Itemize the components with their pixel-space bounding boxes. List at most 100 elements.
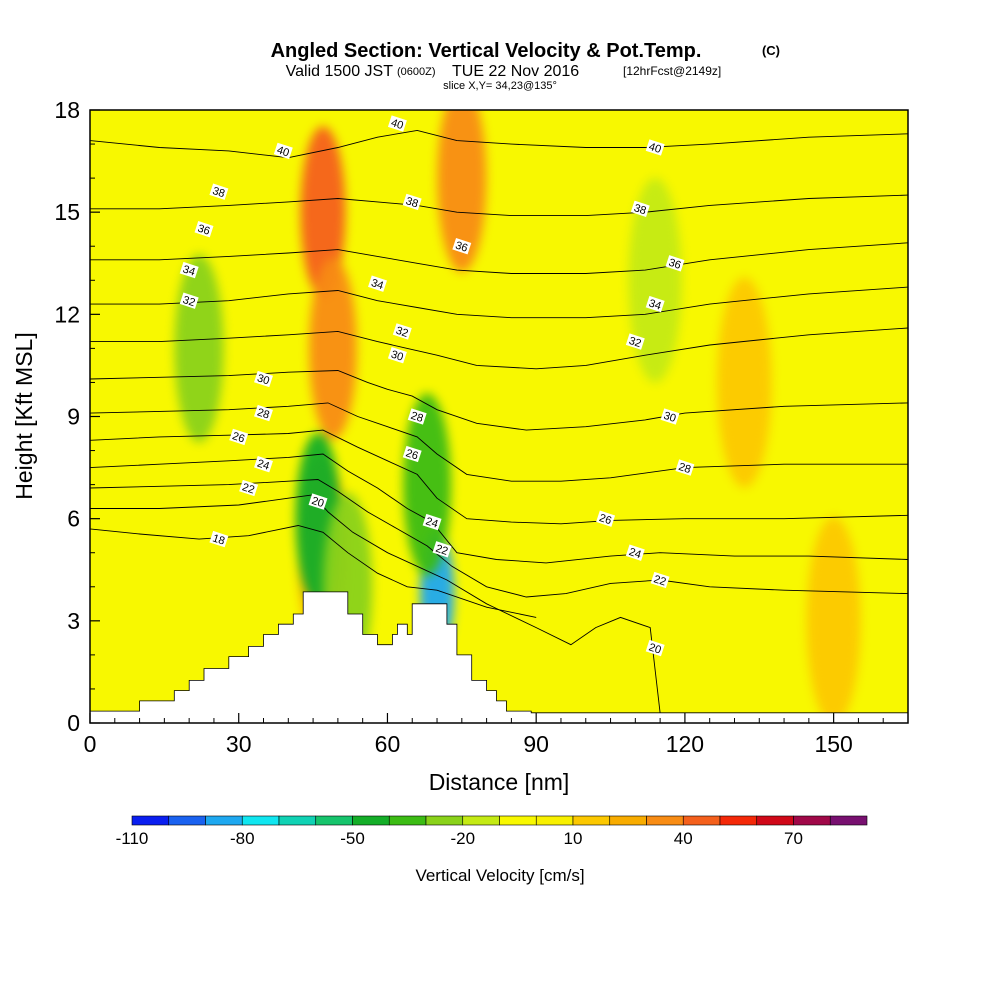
- x-tick-label: 0: [84, 731, 97, 757]
- chart-title-unit: (C): [762, 43, 780, 58]
- contour-label-bg: [254, 456, 273, 473]
- contour-label-text: 36: [667, 257, 682, 272]
- contour-label-text: 20: [310, 495, 325, 510]
- x-axis-label: Distance [nm]: [429, 769, 570, 795]
- colorbar: -110 -80 -50 -20 10 40 70: [116, 815, 868, 848]
- chart-title: Angled Section: Vertical Velocity & Pot.…: [271, 40, 702, 62]
- contour-label-bg: [645, 295, 665, 313]
- contour-label: 20: [308, 493, 328, 510]
- slice-label: slice X,Y= 34,23@135°: [443, 80, 557, 92]
- colorbar-swatch: [352, 815, 390, 826]
- colorbar-tick-label: 40: [674, 829, 693, 848]
- contour-line: [90, 194, 908, 217]
- contour-label-bg: [229, 428, 249, 446]
- contour-label: 24: [254, 456, 273, 473]
- contour-label-bg: [665, 255, 685, 272]
- colorbar-swatch: [609, 815, 647, 826]
- contour-label: 28: [407, 408, 427, 425]
- contour-label: 30: [387, 347, 407, 364]
- colorbar-swatch: [719, 815, 758, 826]
- contour-label-bg: [368, 275, 387, 292]
- velocity-cell: [174, 254, 224, 443]
- colorbar-swatch: [793, 815, 831, 826]
- contour-label-bg: [452, 238, 472, 255]
- y-axis: 0 3 6 9 12 15 18: [54, 97, 100, 736]
- contour-label: 28: [254, 404, 273, 422]
- contour-label-bg: [650, 571, 670, 589]
- contour-label-text: 22: [652, 573, 667, 588]
- contour-label: 22: [239, 479, 259, 497]
- colorbar-tick-label: -80: [230, 829, 255, 848]
- colorbar-swatch: [315, 815, 353, 826]
- contour-label-text: 30: [389, 349, 404, 364]
- contour-label: 28: [675, 459, 695, 476]
- colorbar-swatch: [388, 815, 427, 826]
- contour-label: 36: [194, 221, 214, 238]
- contour-label: 38: [209, 183, 229, 200]
- contour-line: [90, 494, 661, 713]
- contour-label: 32: [625, 333, 645, 350]
- contour-label-bg: [402, 193, 422, 211]
- contour-label-text: 32: [627, 335, 642, 350]
- contour-label-text: 24: [627, 546, 642, 561]
- colorbar-tick-label: -50: [340, 829, 365, 848]
- contour-label: 34: [645, 295, 665, 313]
- contour-label-bg: [675, 459, 695, 476]
- contour-label: 30: [660, 408, 680, 425]
- contour-label: 34: [368, 275, 387, 292]
- contour-label-text: 26: [598, 512, 613, 527]
- colorbar-swatch: [462, 815, 500, 826]
- colorbar-tick-label: -20: [450, 829, 475, 848]
- terrain: [90, 591, 908, 723]
- contour-label-text: 22: [241, 481, 256, 496]
- colorbar-swatch: [278, 815, 317, 826]
- colorbar-swatch: [131, 815, 170, 826]
- y-tick-label: 0: [67, 710, 80, 736]
- y-tick-label: 9: [67, 404, 80, 430]
- colorbar-swatch: [756, 815, 794, 826]
- contour-label-bg: [209, 530, 229, 548]
- forecast-label: [12hrFcst@2149z]: [623, 64, 721, 78]
- colorbar-tick-label: 10: [564, 829, 583, 848]
- contour-label: 40: [645, 139, 665, 156]
- contour-line: [90, 429, 908, 525]
- contour-label-bg: [254, 404, 273, 422]
- contour-label-bg: [630, 200, 650, 217]
- contour-label-bg: [179, 292, 199, 309]
- contour-label-text: 24: [424, 515, 439, 530]
- contour-label-text: 38: [211, 185, 226, 200]
- contour-label-text: 34: [370, 277, 385, 292]
- contour-label: 26: [229, 428, 249, 446]
- colorbar-label: Vertical Velocity [cm/s]: [415, 866, 584, 885]
- velocity-cell: [717, 277, 772, 488]
- contour-label-text: 40: [647, 141, 662, 156]
- contour-label-bg: [596, 510, 616, 527]
- contour-label-bg: [660, 408, 680, 425]
- contour-label: 22: [432, 541, 452, 558]
- contour-label-bg: [645, 139, 665, 156]
- contour-line: [90, 479, 908, 598]
- contour-label-bg: [387, 347, 407, 364]
- velocity-cell: [300, 126, 346, 298]
- contour-label-bg: [625, 333, 645, 350]
- contour-label-bg: [273, 142, 293, 160]
- contour-label-bg: [392, 323, 412, 340]
- colorbar-swatch: [682, 815, 721, 826]
- valid-time-date: TUE 22 Nov 2016: [452, 63, 579, 80]
- colorbar-swatch: [535, 815, 574, 826]
- colorbar-swatch: [241, 815, 280, 826]
- x-axis: 0 30 60 90 120 150: [84, 713, 884, 757]
- contour-label-text: 32: [394, 325, 409, 340]
- y-tick-label: 18: [54, 97, 80, 123]
- contour-label-bg: [194, 221, 214, 238]
- contour-label-text: 30: [256, 372, 271, 387]
- plot-background: [90, 110, 908, 723]
- contour-label-bg: [645, 639, 665, 657]
- y-axis-label: Height [Kft MSL]: [11, 332, 37, 499]
- x-tick-label: 120: [666, 731, 704, 757]
- valid-time-prefix: Valid 1500 JST: [286, 63, 394, 80]
- colorbar-swatch: [168, 815, 206, 826]
- contour-label-text: 26: [231, 430, 246, 445]
- contour-label-bg: [402, 445, 422, 463]
